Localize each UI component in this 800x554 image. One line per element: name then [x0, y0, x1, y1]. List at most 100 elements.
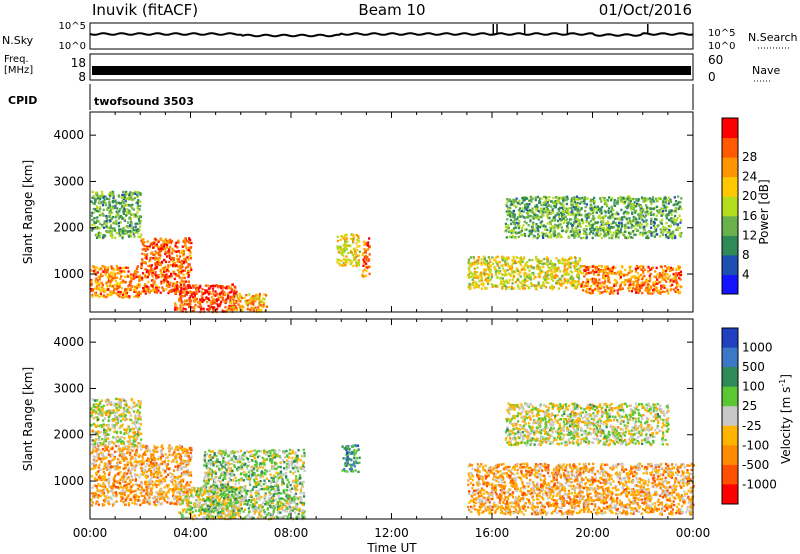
scatter-cell: [548, 195, 551, 199]
scatter-cell: [123, 493, 126, 497]
scatter-cell: [154, 244, 157, 247]
scatter-cell: [130, 221, 133, 224]
scatter-cell: [114, 274, 117, 277]
scatter-cell: [128, 224, 131, 228]
scatter-cell: [151, 480, 154, 483]
scatter-cell: [211, 302, 215, 305]
scatter-cell: [135, 451, 138, 454]
scatter-cell: [157, 483, 161, 486]
scatter-cell: [174, 285, 177, 289]
scatter-cell: [523, 256, 526, 259]
scatter-cell: [469, 265, 472, 268]
scatter-cell: [562, 217, 565, 220]
scatter-cell: [166, 280, 169, 284]
scatter-cell: [476, 259, 479, 262]
scatter-cell: [630, 220, 633, 224]
scatter-cell: [522, 233, 525, 237]
scatter-cell: [590, 230, 593, 233]
scatter-cell: [191, 309, 194, 313]
scatter-cell: [649, 211, 653, 215]
scatter-cell: [609, 267, 612, 271]
scatter-cell: [536, 284, 539, 287]
scatter-cell: [467, 260, 471, 263]
scatter-cell: [368, 272, 371, 276]
scatter-cell: [610, 225, 613, 229]
scatter-cell: [561, 229, 564, 232]
scatter-cell: [111, 227, 114, 230]
scatter-cell: [185, 260, 188, 264]
scatter-cell: [228, 291, 232, 294]
scatter-cell: [534, 207, 538, 210]
colorbar-tick-label: 20: [742, 189, 757, 203]
scatter-cell: [180, 283, 183, 287]
scatter-cell: [245, 301, 248, 305]
colorbar-segment: [722, 274, 738, 295]
scatter-cell: [133, 196, 137, 200]
scatter-cell: [100, 281, 103, 285]
scatter-cell: [151, 458, 154, 461]
scatter-cell: [571, 279, 574, 282]
scatter-cell: [135, 215, 138, 218]
scatter-cell: [620, 208, 623, 212]
scatter-cell: [141, 491, 144, 494]
scatter-cell: [477, 286, 480, 289]
scatter-cell: [679, 221, 682, 224]
scatter-cell: [531, 227, 534, 230]
scatter-cell: [525, 221, 528, 225]
scatter-cell: [494, 273, 497, 276]
scatter-cell: [221, 296, 224, 299]
scatter-cell: [175, 461, 178, 464]
scatter-cell: [145, 492, 148, 495]
scatter-cell: [501, 277, 504, 280]
scatter-cell: [678, 274, 681, 277]
scatter-cell: [159, 254, 162, 257]
scatter-cell: [169, 479, 172, 483]
scatter-cell: [566, 197, 569, 200]
scatter-cell: [523, 228, 526, 231]
scatter-cell: [539, 266, 542, 269]
scatter-cell: [534, 230, 537, 233]
scatter-cell: [160, 462, 164, 466]
scatter-cell: [90, 283, 93, 287]
scatter-cell: [634, 288, 637, 291]
scatter-cell: [173, 469, 176, 472]
scatter-cell: [133, 498, 136, 501]
scatter-cell: [150, 493, 153, 496]
scatter-cell: [254, 306, 257, 309]
scatter-cell: [109, 460, 112, 463]
scatter-cell: [503, 269, 506, 272]
scatter-cell: [523, 220, 526, 223]
scatter-cell: [595, 225, 598, 229]
scatter-cell: [186, 299, 189, 302]
scatter-cell: [656, 233, 659, 236]
scatter-cell: [517, 278, 520, 281]
scatter-cell: [262, 297, 265, 300]
scatter-cell: [509, 214, 512, 217]
scatter-cell: [111, 285, 114, 288]
scatter-cell: [671, 235, 674, 238]
scatter-cell: [160, 249, 163, 253]
scatter-cell: [189, 290, 192, 293]
scatter-cell: [94, 477, 97, 480]
scatter-cell: [181, 276, 184, 280]
scatter-cell: [166, 456, 169, 459]
scatter-cell: [206, 308, 209, 311]
scatter-cell: [679, 273, 682, 277]
scatter-cell: [601, 229, 605, 232]
scatter-cell: [155, 277, 158, 280]
scatter-cell: [140, 278, 143, 281]
scatter-cell: [91, 289, 94, 292]
scatter-cell: [116, 472, 120, 476]
scatter-cell: [219, 296, 222, 299]
scatter-cell: [128, 217, 131, 220]
scatter-cell: [510, 287, 513, 290]
scatter-cell: [599, 232, 602, 236]
scatter-cell: [172, 257, 175, 260]
scatter-cell: [123, 463, 126, 467]
scatter-cell: [133, 272, 136, 275]
scatter-cell: [579, 283, 582, 286]
scatter-cell: [613, 283, 616, 286]
scatter-cell: [573, 280, 576, 283]
scatter-cell: [566, 267, 569, 270]
scatter-cell: [256, 294, 259, 298]
